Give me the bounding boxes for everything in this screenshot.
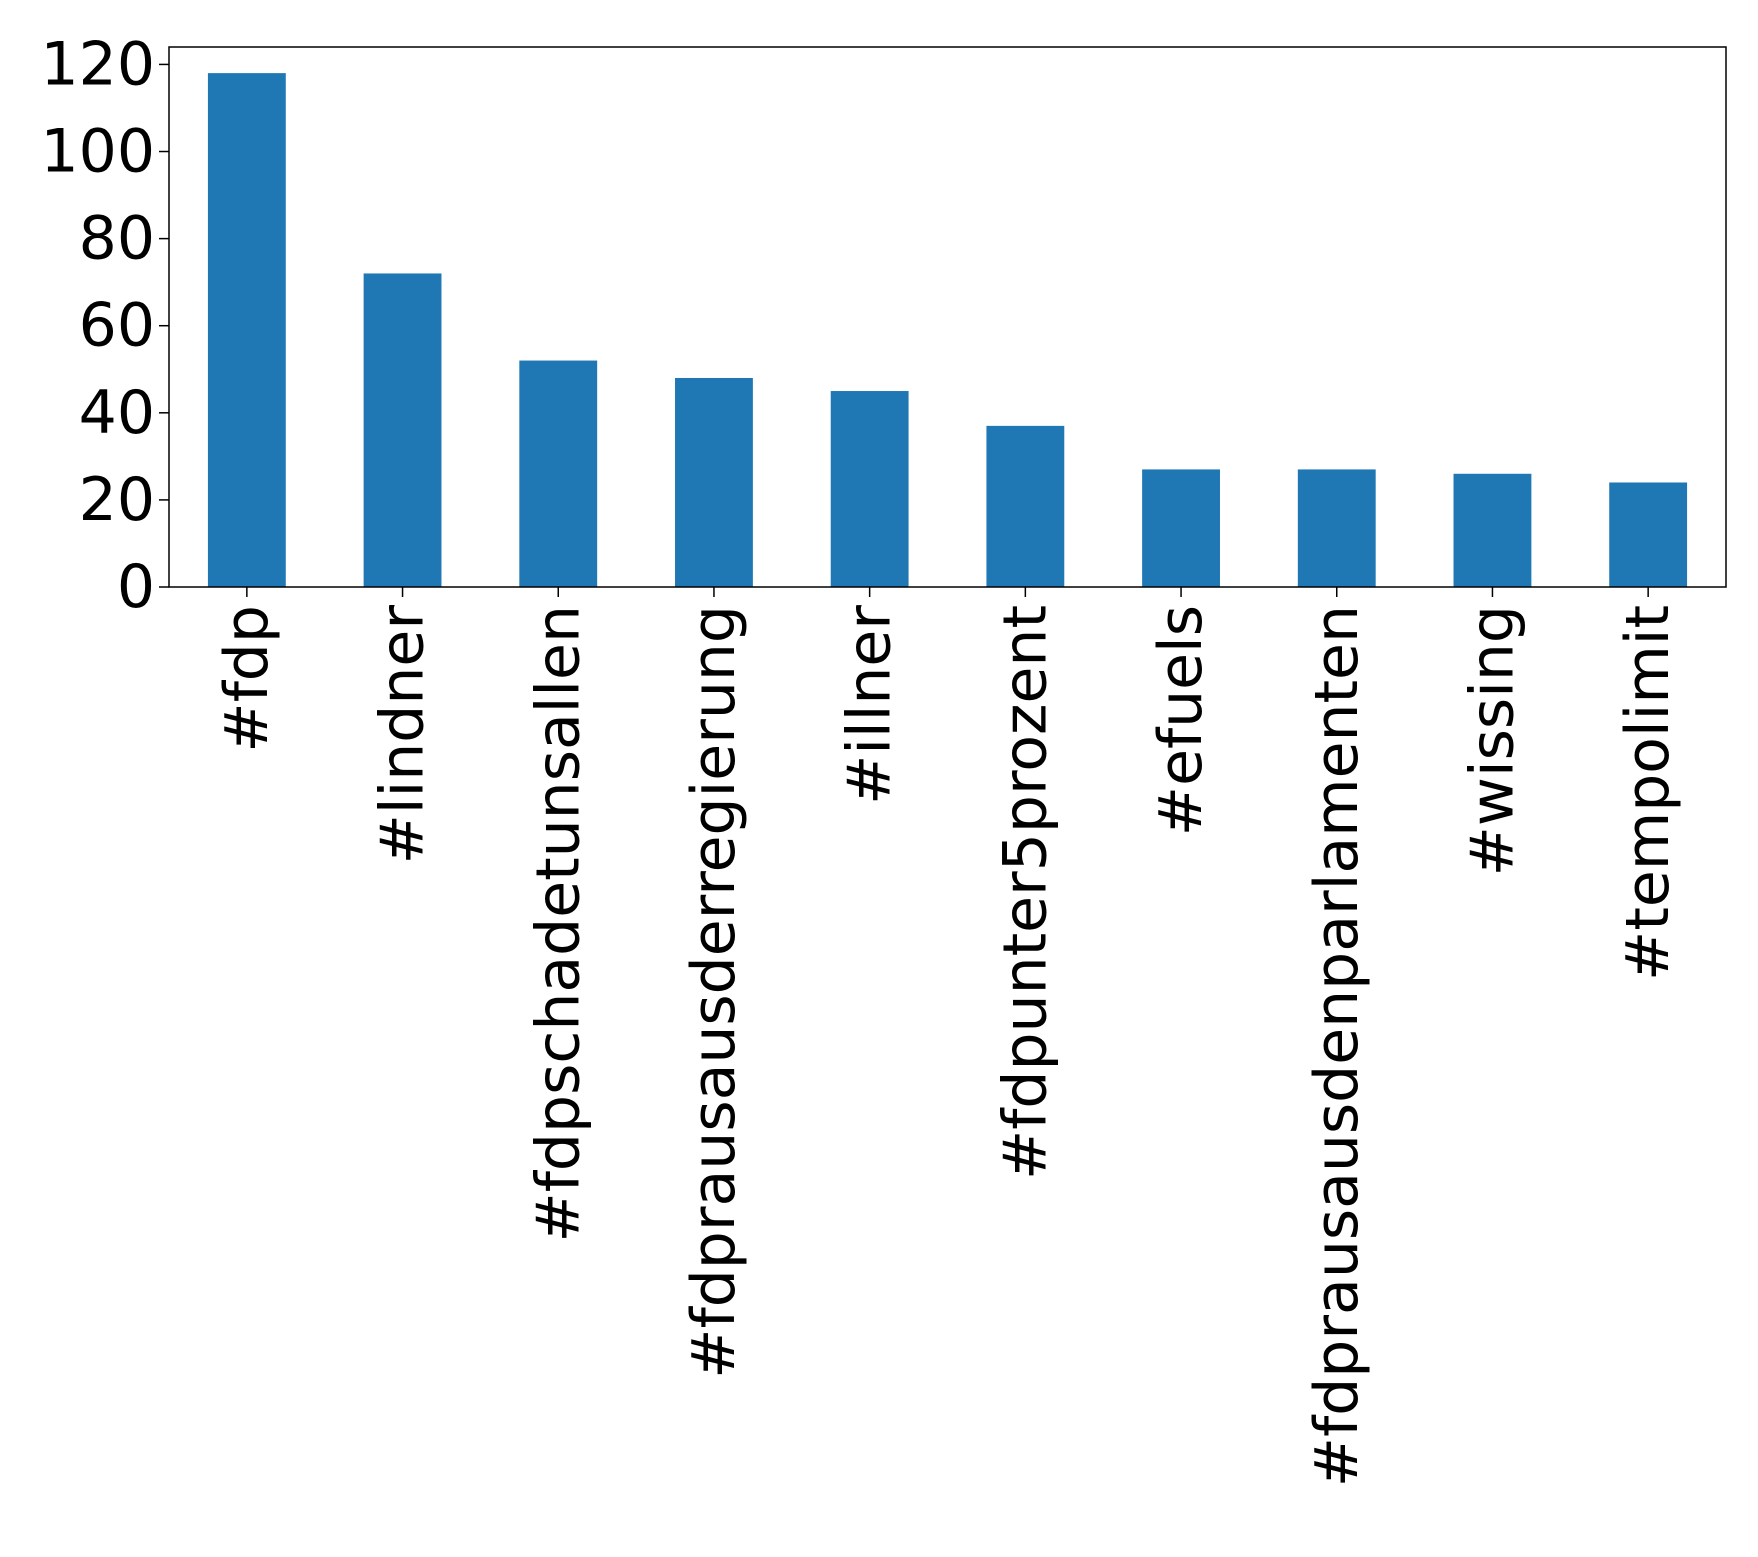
x-tick-label-1: #lindner bbox=[368, 605, 438, 865]
y-tick-label-0: 0 bbox=[117, 552, 155, 622]
y-tick-label-6: 120 bbox=[40, 29, 155, 99]
x-tick-label-0: #fdp bbox=[212, 605, 282, 753]
x-tick-label-8: #wissing bbox=[1457, 605, 1527, 876]
y-tick-label-4: 80 bbox=[79, 204, 155, 274]
bars-layer bbox=[207, 73, 1688, 588]
bar-2 bbox=[519, 360, 598, 587]
x-tick-label-5: #fdpunter5prozent bbox=[990, 605, 1060, 1180]
bar-0 bbox=[207, 73, 286, 588]
bar-1 bbox=[363, 273, 442, 587]
y-axis: 0 20 40 60 80 100 120 bbox=[40, 29, 169, 622]
x-tick-label-3: #fdprausausderregierung bbox=[679, 605, 749, 1379]
x-tick-label-7: #fdprausausdenparlamenten bbox=[1302, 605, 1372, 1487]
bar-4 bbox=[830, 391, 909, 587]
x-tick-label-9: #tempolimit bbox=[1613, 605, 1683, 981]
y-tick-label-3: 60 bbox=[79, 291, 155, 361]
x-tick-label-6: #efuels bbox=[1146, 605, 1216, 836]
x-tick-label-2: #fdpschadetunsallen bbox=[523, 605, 593, 1243]
bar-3 bbox=[675, 377, 753, 587]
y-tick-label-5: 100 bbox=[40, 117, 155, 187]
bar-9 bbox=[1609, 482, 1688, 587]
y-tick-label-2: 40 bbox=[79, 378, 155, 448]
x-tick-label-4: #illner bbox=[835, 605, 905, 805]
x-axis: #fdp #lindner #fdpschadetunsallen #fdprausa… bbox=[212, 587, 1683, 1487]
bar-7 bbox=[1297, 469, 1376, 587]
bar-6 bbox=[1142, 469, 1220, 587]
bar-8 bbox=[1453, 473, 1532, 587]
plot-frame bbox=[168, 46, 1727, 588]
bar-5 bbox=[986, 425, 1065, 587]
y-tick-label-1: 20 bbox=[79, 465, 155, 535]
